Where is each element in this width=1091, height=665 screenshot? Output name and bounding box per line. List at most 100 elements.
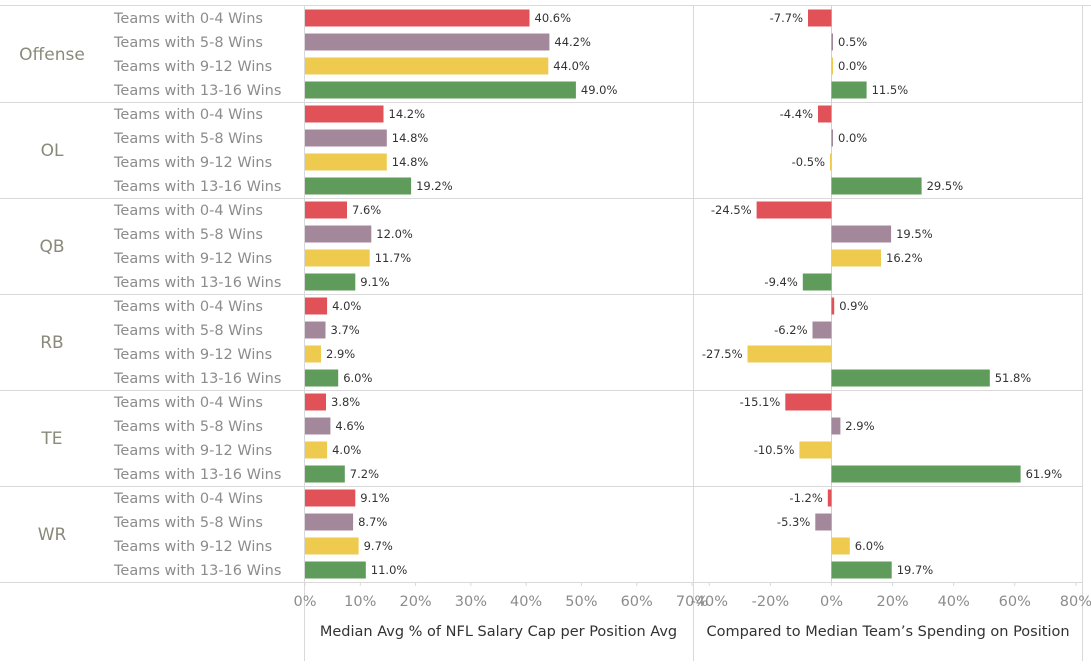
data-label: 7.2% (350, 467, 379, 481)
data-label: 16.2% (886, 251, 923, 265)
bar[interactable] (305, 57, 549, 75)
bar[interactable] (812, 321, 832, 339)
bar[interactable] (305, 369, 339, 387)
bar[interactable] (305, 441, 328, 459)
data-label: 4.6% (335, 419, 364, 433)
position-label: QB (39, 237, 64, 257)
team-label: Teams with 0-4 Wins (113, 395, 263, 411)
tick-label: 0% (293, 594, 316, 610)
bar[interactable] (305, 201, 347, 219)
data-label: 0.9% (839, 299, 868, 313)
data-label: 11.5% (872, 83, 909, 97)
data-label: 14.2% (389, 107, 426, 121)
data-label: 11.0% (371, 563, 408, 577)
bar[interactable] (305, 9, 530, 27)
position-label: RB (40, 333, 63, 353)
data-label: -7.7% (770, 11, 803, 25)
tick-label: 0% (820, 594, 843, 610)
bar[interactable] (747, 345, 832, 363)
tick-label: 50% (565, 594, 597, 610)
bar[interactable] (808, 9, 832, 27)
data-label: -24.5% (711, 203, 752, 217)
bar[interactable] (305, 249, 370, 267)
data-label: 0.5% (838, 35, 867, 49)
bar[interactable] (831, 465, 1021, 483)
bar[interactable] (831, 129, 834, 147)
bar[interactable] (831, 33, 834, 51)
tick-label: 40% (938, 594, 970, 610)
bar[interactable] (830, 153, 832, 171)
data-label: 3.8% (331, 395, 360, 409)
bar[interactable] (305, 345, 321, 363)
bar[interactable] (305, 273, 356, 291)
team-label: Teams with 5-8 Wins (113, 227, 263, 243)
bar[interactable] (831, 561, 892, 579)
data-label: 11.7% (375, 251, 412, 265)
bar[interactable] (756, 201, 832, 219)
bar[interactable] (831, 81, 867, 99)
bar[interactable] (305, 129, 387, 147)
team-label: Teams with 9-12 Wins (113, 443, 272, 459)
bar[interactable] (305, 297, 328, 315)
bar[interactable] (305, 417, 331, 435)
data-label: 2.9% (845, 419, 874, 433)
data-label: 19.5% (896, 227, 933, 241)
bar[interactable] (831, 417, 841, 435)
bar[interactable] (305, 81, 576, 99)
bar[interactable] (802, 273, 832, 291)
bar[interactable] (305, 177, 412, 195)
bar[interactable] (831, 57, 834, 75)
team-label: Teams with 0-4 Wins (113, 11, 263, 27)
data-label: 51.8% (995, 371, 1032, 385)
team-label: Teams with 5-8 Wins (113, 35, 263, 51)
data-label: 2.9% (326, 347, 355, 361)
data-label: 44.0% (553, 59, 590, 73)
bar[interactable] (831, 225, 892, 243)
data-label: -27.5% (702, 347, 743, 361)
data-label: -15.1% (740, 395, 781, 409)
bar[interactable] (305, 321, 326, 339)
bar[interactable] (305, 153, 387, 171)
team-label: Teams with 9-12 Wins (113, 251, 272, 267)
data-label: 9.1% (360, 275, 389, 289)
data-label: 7.6% (352, 203, 381, 217)
tick-label: 60% (999, 594, 1031, 610)
team-label: Teams with 13-16 Wins (113, 563, 281, 579)
bar[interactable] (305, 513, 354, 531)
data-label: 0.0% (838, 131, 867, 145)
tick-label: 40% (510, 594, 542, 610)
team-label: Teams with 0-4 Wins (113, 299, 263, 315)
data-label: 4.0% (332, 299, 361, 313)
bar[interactable] (831, 177, 922, 195)
team-label: Teams with 13-16 Wins (113, 371, 281, 387)
bar[interactable] (785, 393, 832, 411)
bar[interactable] (831, 537, 850, 555)
bar[interactable] (305, 561, 366, 579)
bar[interactable] (827, 489, 832, 507)
bar[interactable] (305, 105, 384, 123)
tick-label: 20% (876, 594, 908, 610)
data-label: 4.0% (332, 443, 361, 457)
bar[interactable] (818, 105, 832, 123)
data-label: 44.2% (554, 35, 591, 49)
bar[interactable] (305, 225, 372, 243)
bar[interactable] (305, 465, 345, 483)
bar[interactable] (305, 537, 359, 555)
data-label: 3.7% (331, 323, 360, 337)
team-label: Teams with 5-8 Wins (113, 323, 263, 339)
bar[interactable] (815, 513, 832, 531)
data-label: 9.7% (364, 539, 393, 553)
bar[interactable] (799, 441, 832, 459)
bar[interactable] (305, 33, 550, 51)
bar[interactable] (831, 297, 835, 315)
data-label: 40.6% (535, 11, 572, 25)
bar[interactable] (831, 249, 882, 267)
bar[interactable] (831, 369, 990, 387)
team-label: Teams with 13-16 Wins (113, 179, 281, 195)
data-label: 12.0% (376, 227, 413, 241)
team-label: Teams with 9-12 Wins (113, 539, 272, 555)
bar[interactable] (305, 489, 356, 507)
data-label: 14.8% (392, 131, 429, 145)
bar[interactable] (305, 393, 326, 411)
